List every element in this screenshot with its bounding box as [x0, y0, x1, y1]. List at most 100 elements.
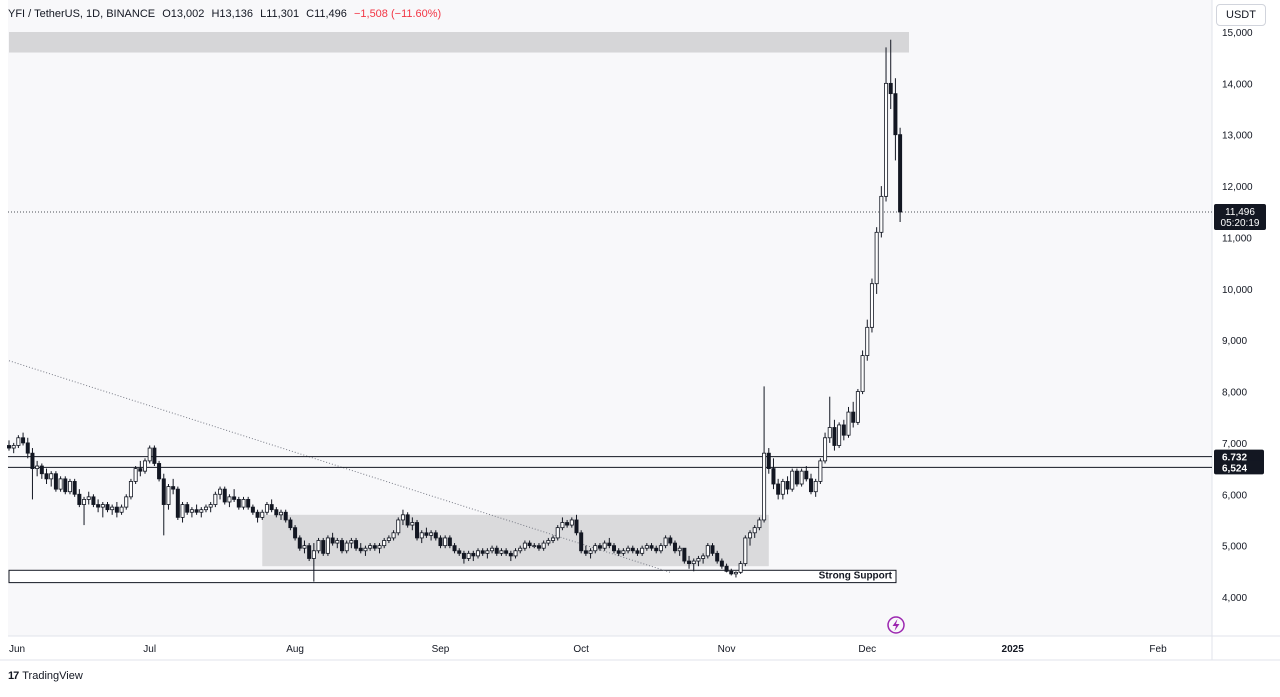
- candle[interactable]: [565, 519, 570, 528]
- candle[interactable]: [236, 496, 241, 510]
- candle[interactable]: [743, 535, 748, 567]
- candle[interactable]: [443, 535, 448, 549]
- candle[interactable]: [279, 509, 284, 520]
- candle[interactable]: [518, 545, 523, 554]
- candle[interactable]: [119, 504, 124, 515]
- candle[interactable]: [794, 468, 799, 487]
- candle[interactable]: [583, 545, 588, 556]
- candle[interactable]: [823, 432, 828, 464]
- candle[interactable]: [288, 517, 293, 531]
- candle[interactable]: [855, 388, 860, 425]
- candle[interactable]: [513, 548, 518, 559]
- candle[interactable]: [654, 545, 659, 554]
- candle[interactable]: [368, 543, 373, 551]
- candle[interactable]: [171, 478, 176, 495]
- candle[interactable]: [208, 501, 213, 513]
- candle[interactable]: [532, 543, 537, 549]
- candle[interactable]: [546, 537, 551, 546]
- candle[interactable]: [274, 507, 279, 518]
- candle[interactable]: [114, 501, 119, 518]
- candle[interactable]: [752, 525, 757, 538]
- candle[interactable]: [799, 468, 804, 487]
- candle[interactable]: [354, 537, 359, 551]
- candle[interactable]: [302, 540, 307, 554]
- candle[interactable]: [490, 545, 495, 554]
- candle[interactable]: [400, 509, 405, 526]
- candle[interactable]: [621, 548, 626, 556]
- candle[interactable]: [630, 545, 635, 554]
- candle[interactable]: [264, 501, 269, 515]
- candle[interactable]: [438, 535, 443, 549]
- candle[interactable]: [433, 530, 438, 541]
- candle[interactable]: [475, 548, 480, 559]
- candle[interactable]: [203, 504, 208, 513]
- candle[interactable]: [25, 437, 30, 459]
- candle[interactable]: [227, 494, 232, 508]
- candle[interactable]: [494, 545, 499, 556]
- candle[interactable]: [560, 517, 565, 531]
- candle[interactable]: [147, 445, 152, 464]
- candle[interactable]: [499, 548, 504, 556]
- candle[interactable]: [358, 543, 363, 554]
- candle[interactable]: [733, 571, 738, 578]
- candle[interactable]: [827, 396, 832, 443]
- candle[interactable]: [396, 517, 401, 536]
- candle[interactable]: [250, 504, 255, 515]
- candle[interactable]: [124, 494, 129, 510]
- candle[interactable]: [447, 535, 452, 549]
- candle[interactable]: [457, 548, 462, 556]
- candle[interactable]: [72, 478, 77, 497]
- candle[interactable]: [53, 471, 58, 492]
- candle[interactable]: [128, 478, 133, 500]
- candle[interactable]: [536, 543, 541, 551]
- candle[interactable]: [626, 545, 631, 554]
- candle[interactable]: [860, 350, 865, 395]
- candle[interactable]: [527, 540, 532, 549]
- candle[interactable]: [771, 458, 776, 490]
- candle[interactable]: [551, 535, 556, 544]
- candle[interactable]: [635, 548, 640, 556]
- candle[interactable]: [569, 517, 574, 528]
- candle[interactable]: [222, 486, 227, 505]
- resistance-zone[interactable]: [9, 32, 909, 53]
- candle[interactable]: [143, 458, 148, 474]
- candle[interactable]: [260, 509, 265, 520]
- candle[interactable]: [7, 440, 12, 451]
- candle[interactable]: [672, 540, 677, 554]
- candle[interactable]: [677, 545, 682, 556]
- candle[interactable]: [738, 561, 743, 574]
- candle[interactable]: [218, 486, 223, 500]
- candle[interactable]: [658, 543, 663, 554]
- candle[interactable]: [321, 537, 326, 556]
- candle[interactable]: [297, 535, 302, 551]
- candle[interactable]: [612, 543, 617, 554]
- candle[interactable]: [790, 468, 795, 492]
- candle[interactable]: [419, 530, 424, 544]
- candle[interactable]: [766, 448, 771, 474]
- candle[interactable]: [133, 466, 138, 484]
- candle[interactable]: [189, 507, 194, 518]
- candle[interactable]: [372, 543, 377, 551]
- candle[interactable]: [888, 39, 893, 110]
- candle[interactable]: [668, 535, 673, 546]
- candle[interactable]: [283, 509, 288, 523]
- candle[interactable]: [166, 484, 171, 510]
- candle[interactable]: [269, 499, 274, 513]
- candle[interactable]: [21, 432, 26, 446]
- candle[interactable]: [893, 78, 898, 161]
- candle[interactable]: [175, 486, 180, 520]
- candle[interactable]: [541, 540, 546, 551]
- candle[interactable]: [898, 127, 903, 222]
- candle[interactable]: [44, 468, 49, 484]
- candle[interactable]: [579, 530, 584, 554]
- candle[interactable]: [884, 47, 889, 202]
- candle[interactable]: [185, 501, 190, 515]
- candle[interactable]: [194, 504, 199, 515]
- candle[interactable]: [105, 501, 110, 513]
- candle[interactable]: [846, 406, 851, 438]
- candle[interactable]: [335, 537, 340, 549]
- candle[interactable]: [719, 558, 724, 569]
- candle[interactable]: [138, 460, 143, 477]
- candle[interactable]: [11, 442, 16, 454]
